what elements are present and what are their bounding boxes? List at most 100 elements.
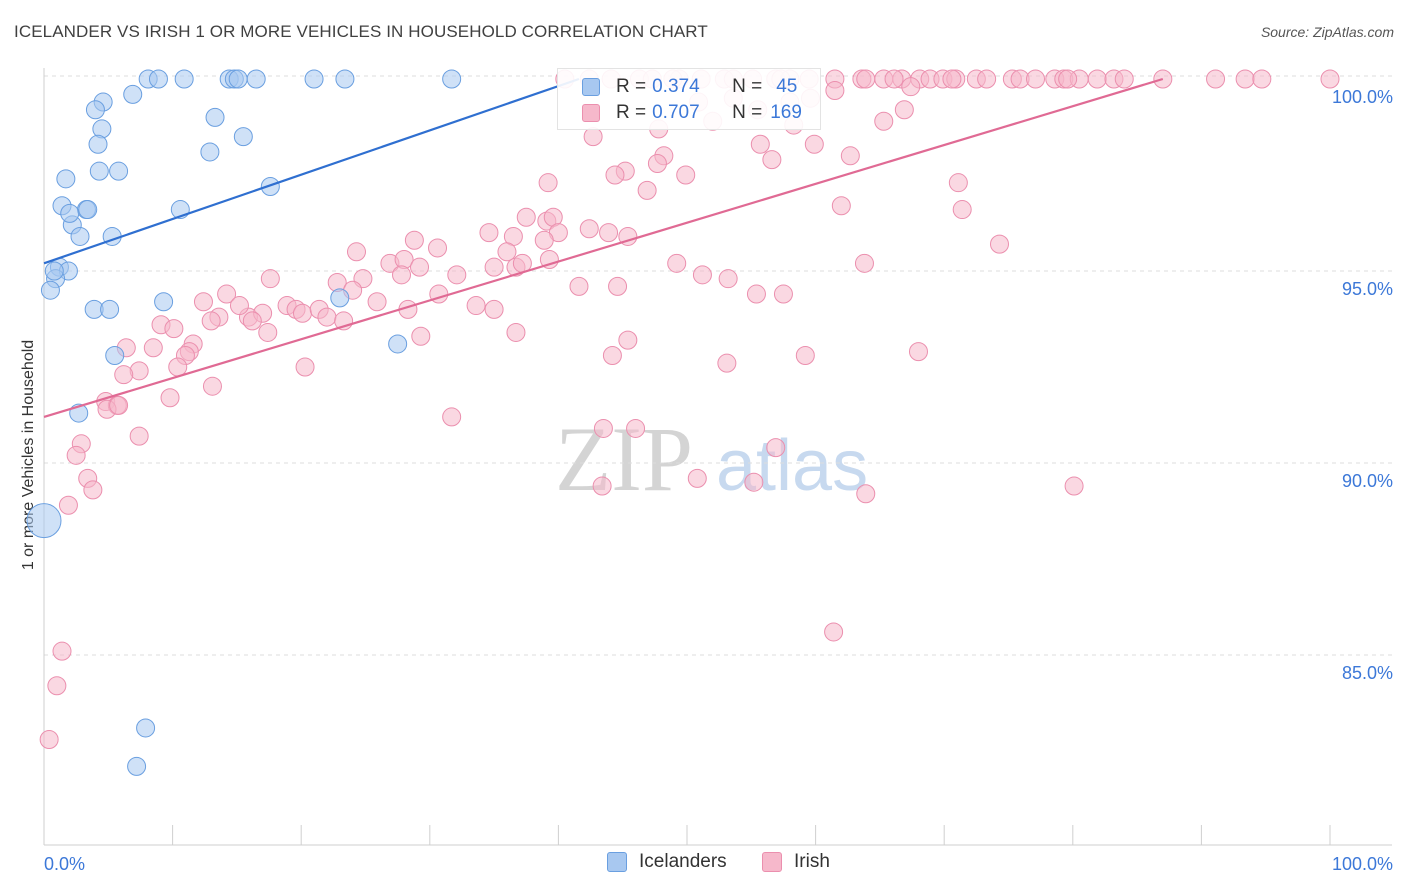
- irish-point: [608, 276, 628, 296]
- irish-point: [447, 265, 467, 285]
- irish-point: [804, 134, 824, 154]
- icelander-point: [233, 127, 253, 147]
- icelander-point: [56, 169, 76, 189]
- irish-legend-swatch: [762, 852, 782, 872]
- icelander-point: [44, 261, 64, 281]
- irish-point: [317, 307, 337, 327]
- irish-point: [410, 257, 430, 277]
- irish-point: [825, 81, 845, 101]
- icelander-point: [40, 280, 60, 300]
- icelander-point: [442, 69, 462, 89]
- irish-point: [497, 242, 517, 262]
- irish-point: [1087, 69, 1107, 89]
- irish-point: [466, 296, 486, 316]
- irish-point: [66, 445, 86, 465]
- trendlines: [43, 77, 1164, 418]
- irish-point: [1058, 69, 1078, 89]
- icelander-point: [109, 161, 129, 181]
- icelanders-n-value: 45: [776, 76, 798, 97]
- irish-point: [717, 353, 737, 373]
- irish-point: [626, 418, 646, 438]
- watermark: ZIP atlas: [555, 408, 868, 510]
- icelander-point: [246, 69, 266, 89]
- x-tick-label-max: 100.0%: [1332, 854, 1393, 874]
- irish-point: [989, 234, 1009, 254]
- irish-legend-label: Irish: [794, 851, 830, 872]
- irish-point: [948, 173, 968, 193]
- irish-trendline: [43, 77, 1164, 418]
- irish-point: [908, 342, 928, 362]
- irish-point: [901, 77, 921, 97]
- irish-point: [593, 418, 613, 438]
- irish-point: [292, 303, 312, 323]
- irish-point: [824, 622, 844, 642]
- irish-r-value: 0.707: [652, 102, 700, 123]
- watermark-zip: ZIP: [555, 408, 693, 510]
- irish-point: [618, 330, 638, 350]
- icelander-point: [330, 288, 350, 308]
- irish-point: [1206, 69, 1226, 89]
- icelander-point: [205, 107, 225, 127]
- irish-point: [977, 69, 997, 89]
- axes: [43, 68, 1392, 846]
- icelander-point: [148, 69, 168, 89]
- irish-point: [428, 238, 448, 258]
- irish-point: [874, 111, 894, 131]
- irish-point: [1114, 69, 1134, 89]
- x-tick-labels: 0.0% 100.0%: [44, 854, 1393, 874]
- irish-point: [258, 322, 278, 342]
- icelander-point: [26, 503, 62, 539]
- irish-point: [831, 196, 851, 216]
- irish-point: [676, 165, 696, 185]
- irish-point: [1252, 69, 1272, 89]
- irish-point: [744, 472, 764, 492]
- icelander-point: [105, 345, 125, 365]
- y-tick-label: 95.0%: [1342, 279, 1393, 299]
- irish-n-value: 169: [770, 102, 802, 123]
- irish-point: [484, 299, 504, 319]
- irish-point: [667, 253, 687, 273]
- icelanders-legend-swatch: [607, 852, 627, 872]
- icelander-point: [228, 69, 248, 89]
- irish-point: [894, 100, 914, 120]
- irish-point: [168, 357, 188, 377]
- irish-point: [569, 276, 589, 296]
- irish-point: [856, 69, 876, 89]
- irish-point: [583, 127, 603, 147]
- irish-point: [346, 242, 366, 262]
- irish-point: [599, 223, 619, 243]
- chart-title: ICELANDER VS IRISH 1 OR MORE VEHICLES IN…: [14, 22, 708, 41]
- y-tick-label: 85.0%: [1342, 663, 1393, 683]
- icelander-point: [388, 334, 408, 354]
- legend-item-icelanders: Icelanders: [607, 851, 727, 873]
- irish-point: [766, 438, 786, 458]
- irish-point: [217, 284, 237, 304]
- irish-point: [201, 311, 221, 331]
- legend-n-label: N =: [732, 76, 763, 97]
- irish-point: [718, 269, 738, 289]
- watermark-atlas: atlas: [716, 426, 868, 506]
- irish-point: [647, 153, 667, 173]
- icelander-point: [136, 718, 156, 738]
- irish-point: [160, 388, 180, 408]
- irish-point: [83, 480, 103, 500]
- icelanders-r-value: 0.374: [652, 76, 700, 97]
- irish-point: [637, 180, 657, 200]
- irish-point: [1320, 69, 1340, 89]
- icelander-point: [127, 756, 147, 776]
- irish-point: [516, 207, 536, 227]
- irish-point: [534, 230, 554, 250]
- irish-point: [1235, 69, 1255, 89]
- irish-point: [952, 200, 972, 220]
- correlation-legend: R = 0.374 N = 45 R = 0.707 N = 169: [557, 68, 821, 130]
- icelander-point: [335, 69, 355, 89]
- irish-point: [295, 357, 315, 377]
- icelanders-trendline: [43, 77, 580, 265]
- legend-n-label: N =: [732, 102, 763, 123]
- legend-r-label: R =: [616, 76, 647, 97]
- irish-point: [506, 322, 526, 342]
- irish-point: [579, 219, 599, 239]
- irish-point: [856, 484, 876, 504]
- irish-point: [854, 253, 874, 273]
- icelander-points: [26, 69, 462, 776]
